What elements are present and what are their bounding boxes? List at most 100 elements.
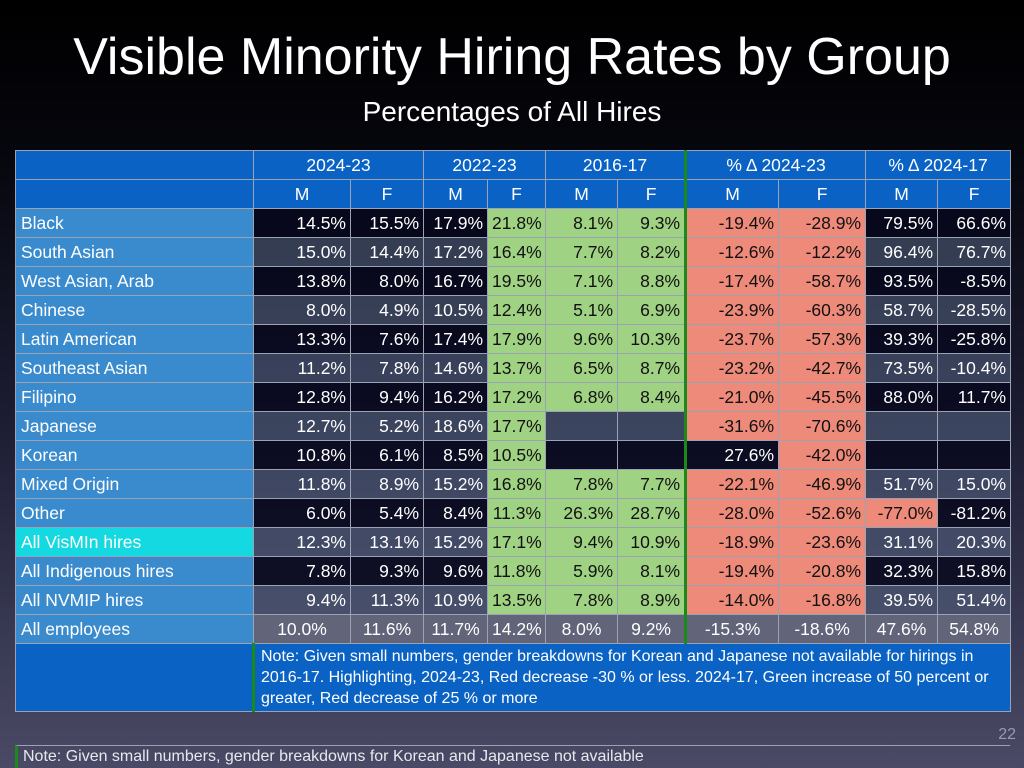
table-cell: -70.6% bbox=[778, 411, 867, 441]
table-cell: 16.8% bbox=[487, 469, 547, 499]
table-cell: 11.7% bbox=[937, 382, 1012, 412]
table-cell: -23.2% bbox=[684, 353, 780, 383]
table-cell: 9.4% bbox=[253, 585, 351, 615]
table-cell: -21.0% bbox=[684, 382, 780, 412]
table-cell: 13.5% bbox=[487, 585, 547, 615]
slide-title: Visible Minority Hiring Rates by Group bbox=[73, 28, 951, 86]
table-cell: 58.7% bbox=[865, 295, 939, 325]
table-cell: 13.1% bbox=[349, 527, 425, 557]
table-cell: 14.6% bbox=[423, 353, 489, 383]
table-cell: 11.6% bbox=[349, 614, 425, 644]
table-cell: 10.9% bbox=[423, 585, 489, 615]
table-cell: -58.7% bbox=[778, 266, 867, 296]
table-cell bbox=[617, 440, 687, 470]
table-cell: 76.7% bbox=[937, 237, 1012, 267]
row-label: All Indigenous hires bbox=[15, 556, 254, 586]
table-cell: 9.3% bbox=[617, 208, 687, 238]
group-header: 2022-23 bbox=[423, 150, 547, 180]
table-cell: 12.4% bbox=[487, 295, 547, 325]
table-cell: 9.3% bbox=[349, 556, 425, 586]
table-cell: 14.4% bbox=[349, 237, 425, 267]
table-cell: 9.4% bbox=[545, 527, 619, 557]
gender-header: F bbox=[937, 179, 1012, 209]
gender-header: M bbox=[684, 179, 780, 209]
table-cell: 11.8% bbox=[253, 469, 351, 499]
table-note: Note: Given small numbers, gender breakd… bbox=[251, 643, 1012, 712]
table-cell: -12.6% bbox=[684, 237, 780, 267]
table-row: Southeast Asian 11.2% 7.8% 14.6% 13.7% 6.5% 8.… bbox=[15, 353, 1012, 383]
table-cell: -18.6% bbox=[778, 614, 867, 644]
table-cell: 11.7% bbox=[423, 614, 489, 644]
table-cell: 5.4% bbox=[349, 498, 425, 528]
table-cell: 39.5% bbox=[865, 585, 939, 615]
row-label: Korean bbox=[15, 440, 254, 470]
group-header-row: 2024-23 2022-23 2016-17% Δ 2024-23% Δ 2024… bbox=[15, 150, 1012, 180]
table-cell: 17.2% bbox=[487, 382, 547, 412]
table-cell: -14.0% bbox=[684, 585, 780, 615]
table-cell: -20.8% bbox=[778, 556, 867, 586]
table-cell: 10.3% bbox=[617, 324, 687, 354]
table-cell: -17.4% bbox=[684, 266, 780, 296]
table-row: Mixed Origin 11.8% 8.9% 15.2% 16.8% 7.8% 7.7% -… bbox=[15, 469, 1012, 499]
table-cell: -12.2% bbox=[778, 237, 867, 267]
row-label: Chinese bbox=[15, 295, 254, 325]
table-cell: -19.4% bbox=[684, 556, 780, 586]
table-cell: 5.9% bbox=[545, 556, 619, 586]
gender-header: M bbox=[545, 179, 619, 209]
table-cell: 73.5% bbox=[865, 353, 939, 383]
row-label: Southeast Asian bbox=[15, 353, 254, 383]
table-cell: 17.7% bbox=[487, 411, 547, 441]
table-row: Black 14.5% 15.5% 17.9% 21.8% 8.1% 9.3% -19.4% -… bbox=[15, 208, 1012, 238]
gender-header: F bbox=[349, 179, 425, 209]
table-cell: 11.2% bbox=[253, 353, 351, 383]
table-row: All Indigenous hires 7.8% 9.3% 9.6% 11.8% 5.9… bbox=[15, 556, 1012, 586]
gender-header: M bbox=[865, 179, 939, 209]
table-cell: 8.2% bbox=[617, 237, 687, 267]
table-cell: 12.7% bbox=[253, 411, 351, 441]
table-cell: -45.5% bbox=[778, 382, 867, 412]
row-label: Other bbox=[15, 498, 254, 528]
table-cell: 9.6% bbox=[423, 556, 489, 586]
table-cell: 26.3% bbox=[545, 498, 619, 528]
table-cell: 10.9% bbox=[617, 527, 687, 557]
table-cell: 4.9% bbox=[349, 295, 425, 325]
table-cell: 8.8% bbox=[617, 266, 687, 296]
table-cell bbox=[865, 440, 939, 470]
note-row: Note: Given small numbers, gender breakd… bbox=[15, 643, 1012, 712]
table-cell: -22.1% bbox=[684, 469, 780, 499]
table-row: South Asian 15.0% 14.4% 17.2% 16.4% 7.7% 8.2% -… bbox=[15, 237, 1012, 267]
table-cell: 20.3% bbox=[937, 527, 1012, 557]
table-cell: -10.4% bbox=[937, 353, 1012, 383]
table-cell: -31.6% bbox=[684, 411, 780, 441]
cut-off-note-row: Note: Given small numbers, gender breakd… bbox=[15, 745, 1010, 768]
table-cell: 13.3% bbox=[253, 324, 351, 354]
row-label: All NVMIP hires bbox=[15, 585, 254, 615]
hiring-rates-table: 2024-23 2022-23 2016-17% Δ 2024-23% Δ 2024… bbox=[15, 150, 1012, 712]
table-cell bbox=[545, 411, 619, 441]
table-cell: -18.9% bbox=[684, 527, 780, 557]
table-cell: 16.2% bbox=[423, 382, 489, 412]
table-cell: 66.6% bbox=[937, 208, 1012, 238]
table-cell: 7.1% bbox=[545, 266, 619, 296]
table-cell: 93.5% bbox=[865, 266, 939, 296]
table-cell: 16.7% bbox=[423, 266, 489, 296]
table-cell bbox=[617, 411, 687, 441]
table-row: West Asian, Arab 13.8% 8.0% 16.7% 19.5% 7.1% 8… bbox=[15, 266, 1012, 296]
table-cell: -46.9% bbox=[778, 469, 867, 499]
table-cell: -42.0% bbox=[778, 440, 867, 470]
table-cell: 15.2% bbox=[423, 469, 489, 499]
table-cell: 11.3% bbox=[349, 585, 425, 615]
note-blank bbox=[15, 643, 254, 712]
table-cell: 21.8% bbox=[487, 208, 547, 238]
table-cell: 11.8% bbox=[487, 556, 547, 586]
table-cell bbox=[865, 411, 939, 441]
table-cell: 17.1% bbox=[487, 527, 547, 557]
slide-subtitle: Percentages of All Hires bbox=[362, 96, 662, 127]
table-cell: 15.5% bbox=[349, 208, 425, 238]
table-cell: -60.3% bbox=[778, 295, 867, 325]
table-cell: 15.2% bbox=[423, 527, 489, 557]
table-cell: 11.3% bbox=[487, 498, 547, 528]
table-cell: 7.6% bbox=[349, 324, 425, 354]
table-cell: 17.9% bbox=[487, 324, 547, 354]
